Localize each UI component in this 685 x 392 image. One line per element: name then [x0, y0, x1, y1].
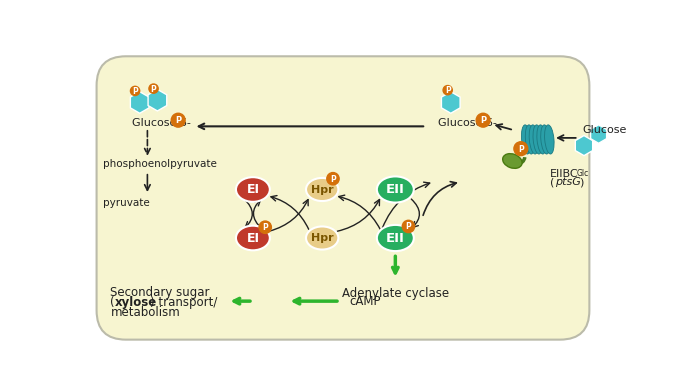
Polygon shape — [590, 125, 607, 143]
Text: P: P — [175, 116, 182, 125]
Text: EI: EI — [247, 232, 260, 245]
Ellipse shape — [540, 125, 550, 154]
FancyBboxPatch shape — [97, 56, 589, 339]
Text: Secondary sugar: Secondary sugar — [110, 286, 210, 299]
Text: Glucose 6-: Glucose 6- — [438, 118, 497, 128]
Circle shape — [402, 220, 414, 232]
Polygon shape — [148, 89, 166, 111]
Polygon shape — [130, 92, 149, 113]
Ellipse shape — [529, 125, 538, 154]
Text: EII: EII — [386, 232, 405, 245]
Ellipse shape — [525, 125, 535, 154]
Ellipse shape — [503, 154, 522, 168]
Ellipse shape — [521, 125, 531, 154]
Text: EII: EII — [386, 183, 405, 196]
Text: xylose: xylose — [115, 296, 158, 309]
Text: Glucose: Glucose — [582, 125, 627, 135]
Text: P: P — [518, 145, 524, 154]
Text: EIIBC: EIIBC — [550, 169, 579, 179]
Ellipse shape — [306, 227, 338, 250]
Text: Hpr: Hpr — [311, 185, 334, 195]
Text: metabolism: metabolism — [110, 306, 180, 319]
Text: (: ( — [550, 177, 554, 187]
Text: Hpr: Hpr — [311, 233, 334, 243]
Text: P: P — [262, 223, 268, 232]
Circle shape — [443, 85, 452, 95]
Circle shape — [130, 86, 140, 96]
Ellipse shape — [545, 125, 554, 154]
Ellipse shape — [537, 125, 547, 154]
Text: Glc: Glc — [576, 169, 588, 178]
Text: P: P — [151, 85, 156, 94]
Circle shape — [259, 221, 271, 233]
Circle shape — [327, 172, 339, 185]
Circle shape — [476, 113, 490, 127]
Text: ) transport/: ) transport/ — [151, 296, 218, 309]
Ellipse shape — [533, 125, 543, 154]
Ellipse shape — [236, 177, 270, 202]
Text: (: ( — [110, 296, 115, 309]
Text: cAMP: cAMP — [349, 295, 381, 308]
Ellipse shape — [377, 176, 414, 203]
Text: P: P — [132, 87, 138, 96]
Text: P: P — [480, 116, 486, 125]
Circle shape — [514, 142, 527, 156]
Circle shape — [171, 113, 185, 127]
Text: EI: EI — [247, 183, 260, 196]
Text: P: P — [406, 222, 411, 231]
Text: P: P — [445, 86, 451, 95]
Text: phosphoenolpyruvate: phosphoenolpyruvate — [103, 159, 216, 169]
Text: Glucose 6-: Glucose 6- — [132, 118, 191, 128]
Text: pyruvate: pyruvate — [103, 198, 149, 208]
Ellipse shape — [377, 225, 414, 251]
Text: P: P — [330, 174, 336, 183]
Text: Adenylate cyclase: Adenylate cyclase — [342, 287, 449, 300]
Text: ): ) — [579, 177, 583, 187]
Text: ptsG: ptsG — [555, 177, 581, 187]
Polygon shape — [575, 136, 593, 156]
Ellipse shape — [306, 178, 338, 201]
Polygon shape — [441, 92, 460, 113]
Ellipse shape — [236, 226, 270, 250]
Circle shape — [149, 84, 158, 93]
